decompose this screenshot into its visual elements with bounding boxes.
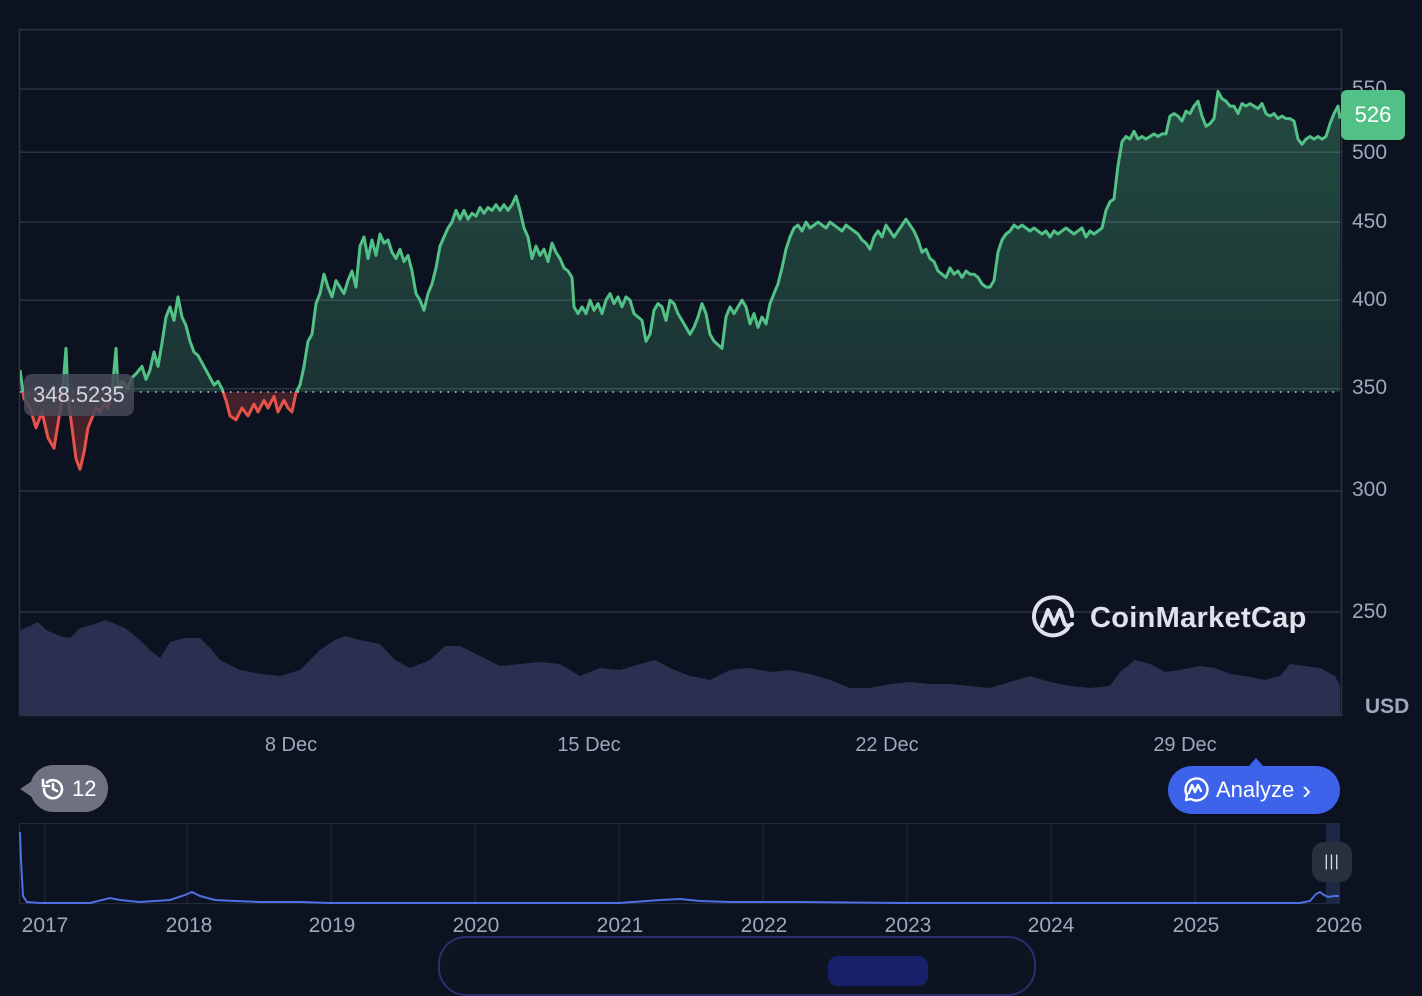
navigator-year-label: 2026 [1315, 914, 1363, 937]
y-tick-label: 350 [1352, 376, 1388, 399]
history-count: 12 [72, 775, 97, 801]
navigator-year-label: 2024 [1027, 914, 1075, 937]
analyze-button[interactable]: Analyze › [1168, 758, 1340, 814]
y-tick-label: 400 [1352, 288, 1388, 311]
navigator-year-label: 2020 [452, 914, 500, 937]
y-tick-label: 450 [1352, 210, 1388, 233]
y-tick-label: 250 [1352, 600, 1388, 623]
history-button[interactable]: 12 [20, 765, 108, 812]
navigator-year-label: 2018 [165, 914, 213, 937]
x-tick-label: 8 Dec [264, 734, 318, 756]
price-line-down [21, 392, 299, 471]
price-line-up [20, 89, 1342, 392]
plot-frame [18, 28, 1343, 717]
history-icon [41, 778, 64, 799]
bottom-panel-button-partial[interactable] [828, 956, 928, 986]
coinmarketcap-watermark: CoinMarketCap [1030, 594, 1307, 642]
navigator-drag-handle[interactable]: ||| [1312, 842, 1352, 882]
chevron-right-icon: › [1302, 774, 1311, 805]
ai-chat-icon [1184, 777, 1209, 802]
navigator-year-label: 2022 [740, 914, 788, 937]
x-tick-label: 15 Dec [557, 734, 621, 756]
navigator-year-label: 2017 [21, 914, 69, 937]
navigator-price-line [19, 831, 1339, 904]
navigator-year-label: 2023 [884, 914, 932, 937]
volume-area [20, 620, 1340, 715]
current-price-tag: 526 [1341, 90, 1405, 140]
navigator-year-label: 2025 [1172, 914, 1220, 937]
y-tick-label: 500 [1352, 141, 1388, 164]
watermark-text: CoinMarketCap [1090, 601, 1307, 634]
x-tick-label: 22 Dec [855, 734, 919, 756]
x-tick-label: 29 Dec [1153, 734, 1217, 756]
navigator-frame [19, 823, 1340, 904]
navigator-year-label: 2019 [308, 914, 356, 937]
bottom-panel-partial [438, 936, 1036, 996]
y-tick-label: 300 [1352, 478, 1388, 501]
navigator-year-label: 2021 [596, 914, 644, 937]
coinmarketcap-logo-icon [1032, 595, 1074, 638]
analyze-label: Analyze [1216, 777, 1295, 802]
price-chart[interactable] [0, 0, 1422, 964]
navigator-year-gridlines [44, 824, 1340, 904]
currency-label: USD [1365, 695, 1410, 718]
price-area-up [20, 91, 1340, 392]
baseline-price-tag: 348.5235 [24, 374, 134, 416]
